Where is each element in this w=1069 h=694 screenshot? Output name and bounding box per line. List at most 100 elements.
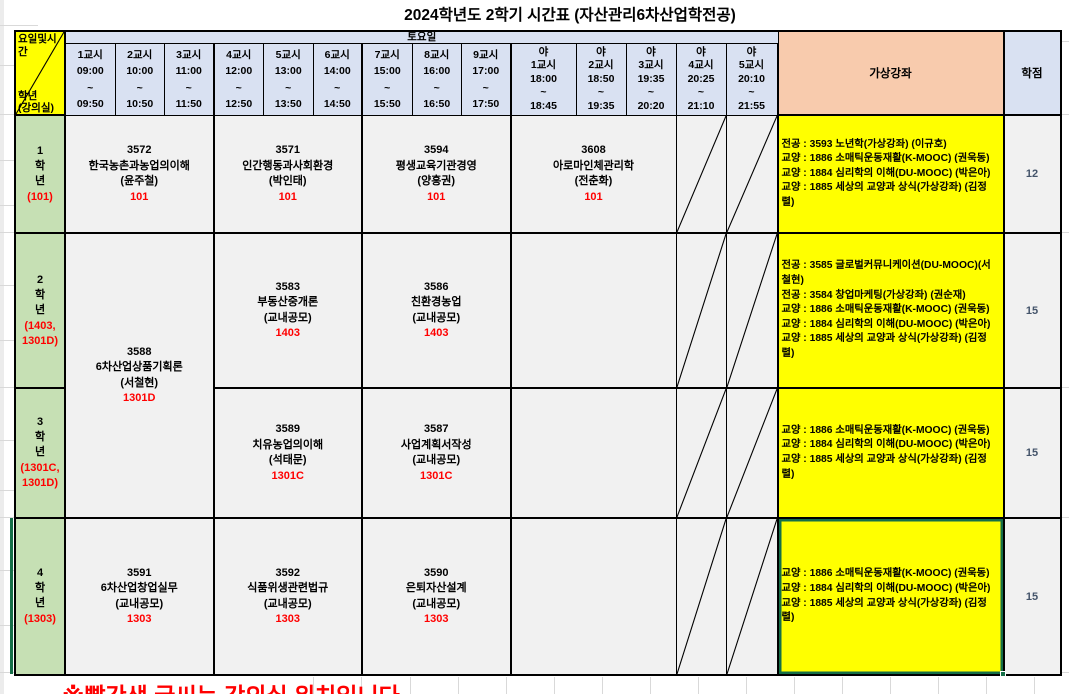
gridline (746, 677, 747, 694)
empty-cell[interactable] (511, 234, 677, 389)
course-professor: (교내공모) (412, 454, 461, 466)
virtual-entry: 교양 : 1885 세상의 교양과 상식(가상강좌) (김정렬) (781, 597, 987, 624)
empty-diagonal-cell[interactable] (726, 519, 779, 674)
period-header-8[interactable]: 8교시 16:00 ~ 16:50 (412, 44, 462, 116)
empty-diagonal-cell[interactable] (726, 116, 779, 234)
grade-rooms: (1303) (24, 613, 56, 625)
course-cell-night[interactable]: 3608 아로마인체관리학 (전춘화) 101 (511, 116, 677, 234)
period-header-9[interactable]: 9교시 17:00 ~ 17:50 (462, 44, 512, 116)
period-header-6[interactable]: 6교시 14:00 ~ 14:50 (313, 44, 363, 116)
course-cell[interactable]: 3583 부동산중개론 (교내공모) 1403 (214, 234, 363, 389)
corner-cell[interactable]: 요일및시간 학년 (강의실) (16, 32, 66, 116)
gridline (1062, 672, 1069, 673)
period-name: 1교시 (530, 59, 557, 72)
night-prefix: 야 (696, 45, 706, 58)
night-period-header-5[interactable]: 야 5교시 20:10 ~ 21:55 (726, 44, 779, 116)
period-end: 09:50 (76, 98, 104, 110)
period-header-4[interactable]: 4교시 12:00 ~ 12:50 (214, 44, 264, 116)
credits-value: 12 (1025, 168, 1039, 180)
selection-fill-handle[interactable] (999, 671, 1006, 677)
period-name: 2교시 (127, 48, 153, 61)
credits-cell[interactable]: 15 (1004, 234, 1060, 389)
night-prefix: 야 (646, 45, 656, 58)
day-band-saturday[interactable]: 토요일 (66, 32, 779, 44)
credits-cell[interactable]: 15 (1004, 519, 1060, 674)
virtual-entry: 전공 : 3585 글로벌커뮤니케이션(DU-MOOC)(서철현) (781, 260, 991, 287)
course-code: 3592 (275, 566, 300, 579)
course-cell[interactable]: 3587 사업계획서작성 (교내공모) 1301C (363, 389, 512, 519)
virtual-lecture-cell[interactable]: 전공 : 3585 글로벌커뮤니케이션(DU-MOOC)(서철현) 전공 : 3… (778, 234, 1005, 389)
gridline (0, 440, 14, 441)
period-header-7[interactable]: 7교시 15:00 ~ 15:50 (363, 44, 413, 116)
course-cell[interactable]: 3591 6차산업창업실무 (교내공모) 1303 (66, 519, 215, 674)
period-name: 4교시 (226, 48, 252, 61)
grade-row-header-1[interactable]: 1 학 년 (101) (16, 116, 66, 234)
tilde: ~ (433, 81, 440, 94)
empty-diagonal-cell[interactable] (676, 116, 727, 234)
course-name: 사업계획서작성 (400, 438, 472, 451)
empty-diagonal-cell[interactable] (676, 519, 727, 674)
grade-row-header-3[interactable]: 3 학 년 (1301C, 1301D) (16, 389, 66, 519)
empty-diagonal-cell[interactable] (676, 389, 727, 519)
period-start: 16:00 (423, 65, 451, 77)
grade-label: 3 학 년 (34, 416, 46, 458)
course-code: 3589 (275, 423, 300, 435)
virtual-entry: 전공 : 3593 노년학(가상강좌) (이규호) (781, 138, 947, 150)
period-start: 11:00 (175, 65, 202, 77)
gridline (0, 114, 14, 115)
period-header-5[interactable]: 5교시 13:00 ~ 13:50 (264, 44, 314, 116)
course-cell[interactable]: 3586 친환경농업 (교내공모) 1403 (363, 234, 512, 389)
empty-cell[interactable] (511, 389, 677, 519)
course-cell-merged[interactable]: 3588 6차산업상품기획론 (서철현) 1301D (66, 234, 215, 519)
night-period-header-3[interactable]: 야 3교시 19:35 ~ 20:20 (626, 44, 677, 116)
period-start: 17:00 (472, 65, 500, 77)
gridline (0, 625, 14, 626)
period-name: 3교시 (638, 59, 664, 72)
empty-diagonal-cell[interactable] (726, 234, 779, 389)
empty-cell[interactable] (511, 519, 677, 674)
credits-cell[interactable]: 15 (1004, 389, 1060, 519)
credits-header[interactable]: 학점 (1004, 32, 1060, 116)
course-cell[interactable]: 3571 인간행동과사회환경 (박인태) 101 (214, 116, 363, 234)
page-title: 2024학년도 2학기 시간표 (자산관리6차산업학전공) (404, 7, 736, 24)
grade-row-header-2[interactable]: 2 학 년 (1403, 1301D) (16, 234, 66, 389)
course-code: 3583 (275, 280, 300, 293)
course-cell[interactable]: 3590 은퇴자산설계 (교내공모) 1303 (363, 519, 512, 674)
virtual-lecture-cell[interactable]: 교양 : 1886 소매틱운동재활(K-MOOC) (권욱동) 교양 : 188… (778, 389, 1005, 519)
tilde: ~ (136, 81, 143, 94)
period-name: 6교시 (324, 48, 350, 61)
tilde: ~ (185, 81, 192, 94)
night-period-header-1[interactable]: 야 1교시 18:00 ~ 18:45 (511, 44, 577, 116)
course-name: 한국농촌과농업의이해 (88, 159, 190, 172)
gridline (1062, 387, 1069, 388)
tilde: ~ (597, 86, 605, 99)
virtual-lecture-header[interactable]: 가상강좌 (778, 32, 1005, 116)
period-end: 17:50 (472, 98, 500, 110)
course-cell[interactable]: 3592 식품위생관련법규 (교내공모) 1303 (214, 519, 363, 674)
course-cell[interactable]: 3589 치유농업의이해 (석태문) 1301C (214, 389, 363, 519)
credits-cell[interactable]: 12 (1004, 116, 1060, 234)
empty-diagonal-cell[interactable] (726, 389, 779, 519)
virtual-lecture-cell[interactable]: 전공 : 3593 노년학(가상강좌) (이규호) 교양 : 1886 소매틱운… (778, 116, 1005, 234)
grade-row-header-4[interactable]: 4 학 년 (1303) (16, 519, 66, 674)
course-name: 치유농업의이해 (252, 438, 324, 451)
period-header-1[interactable]: 1교시 09:00 ~ 09:50 (66, 44, 116, 116)
virtual-entry: 교양 : 1885 세상의 교양과 상식(가상강좌) (김정렬) (781, 333, 987, 359)
course-cell[interactable]: 3594 평생교육기관경영 (양흥권) 101 (363, 116, 512, 234)
gridline (361, 677, 362, 694)
gridline (0, 160, 14, 161)
course-code: 3586 (424, 280, 449, 293)
course-name: 6차산업창업실무 (100, 582, 178, 594)
empty-diagonal-cell[interactable] (676, 234, 727, 389)
period-header-3[interactable]: 3교시 11:00 ~ 11:50 (165, 44, 215, 116)
virtual-entry: 교양 : 1886 소매틱운동재활(K-MOOC) (권욱동) (781, 424, 990, 436)
course-code: 3571 (275, 144, 300, 156)
period-header-2[interactable]: 2교시 10:00 ~ 10:50 (115, 44, 165, 116)
night-period-header-4[interactable]: 야 4교시 20:25 ~ 21:10 (676, 44, 727, 116)
period-start: 15:00 (373, 65, 401, 77)
course-cell[interactable]: 3572 한국농촌과농업의이해 (윤주철) 101 (66, 116, 215, 234)
period-name: 2교시 (588, 59, 614, 72)
tilde: ~ (334, 81, 341, 94)
virtual-lecture-cell-selected[interactable]: 교양 : 1886 소매틱운동재활(K-MOOC) (권욱동) 교양 : 188… (778, 519, 1006, 677)
night-period-header-2[interactable]: 야 2교시 18:50 ~ 19:35 (576, 44, 627, 116)
